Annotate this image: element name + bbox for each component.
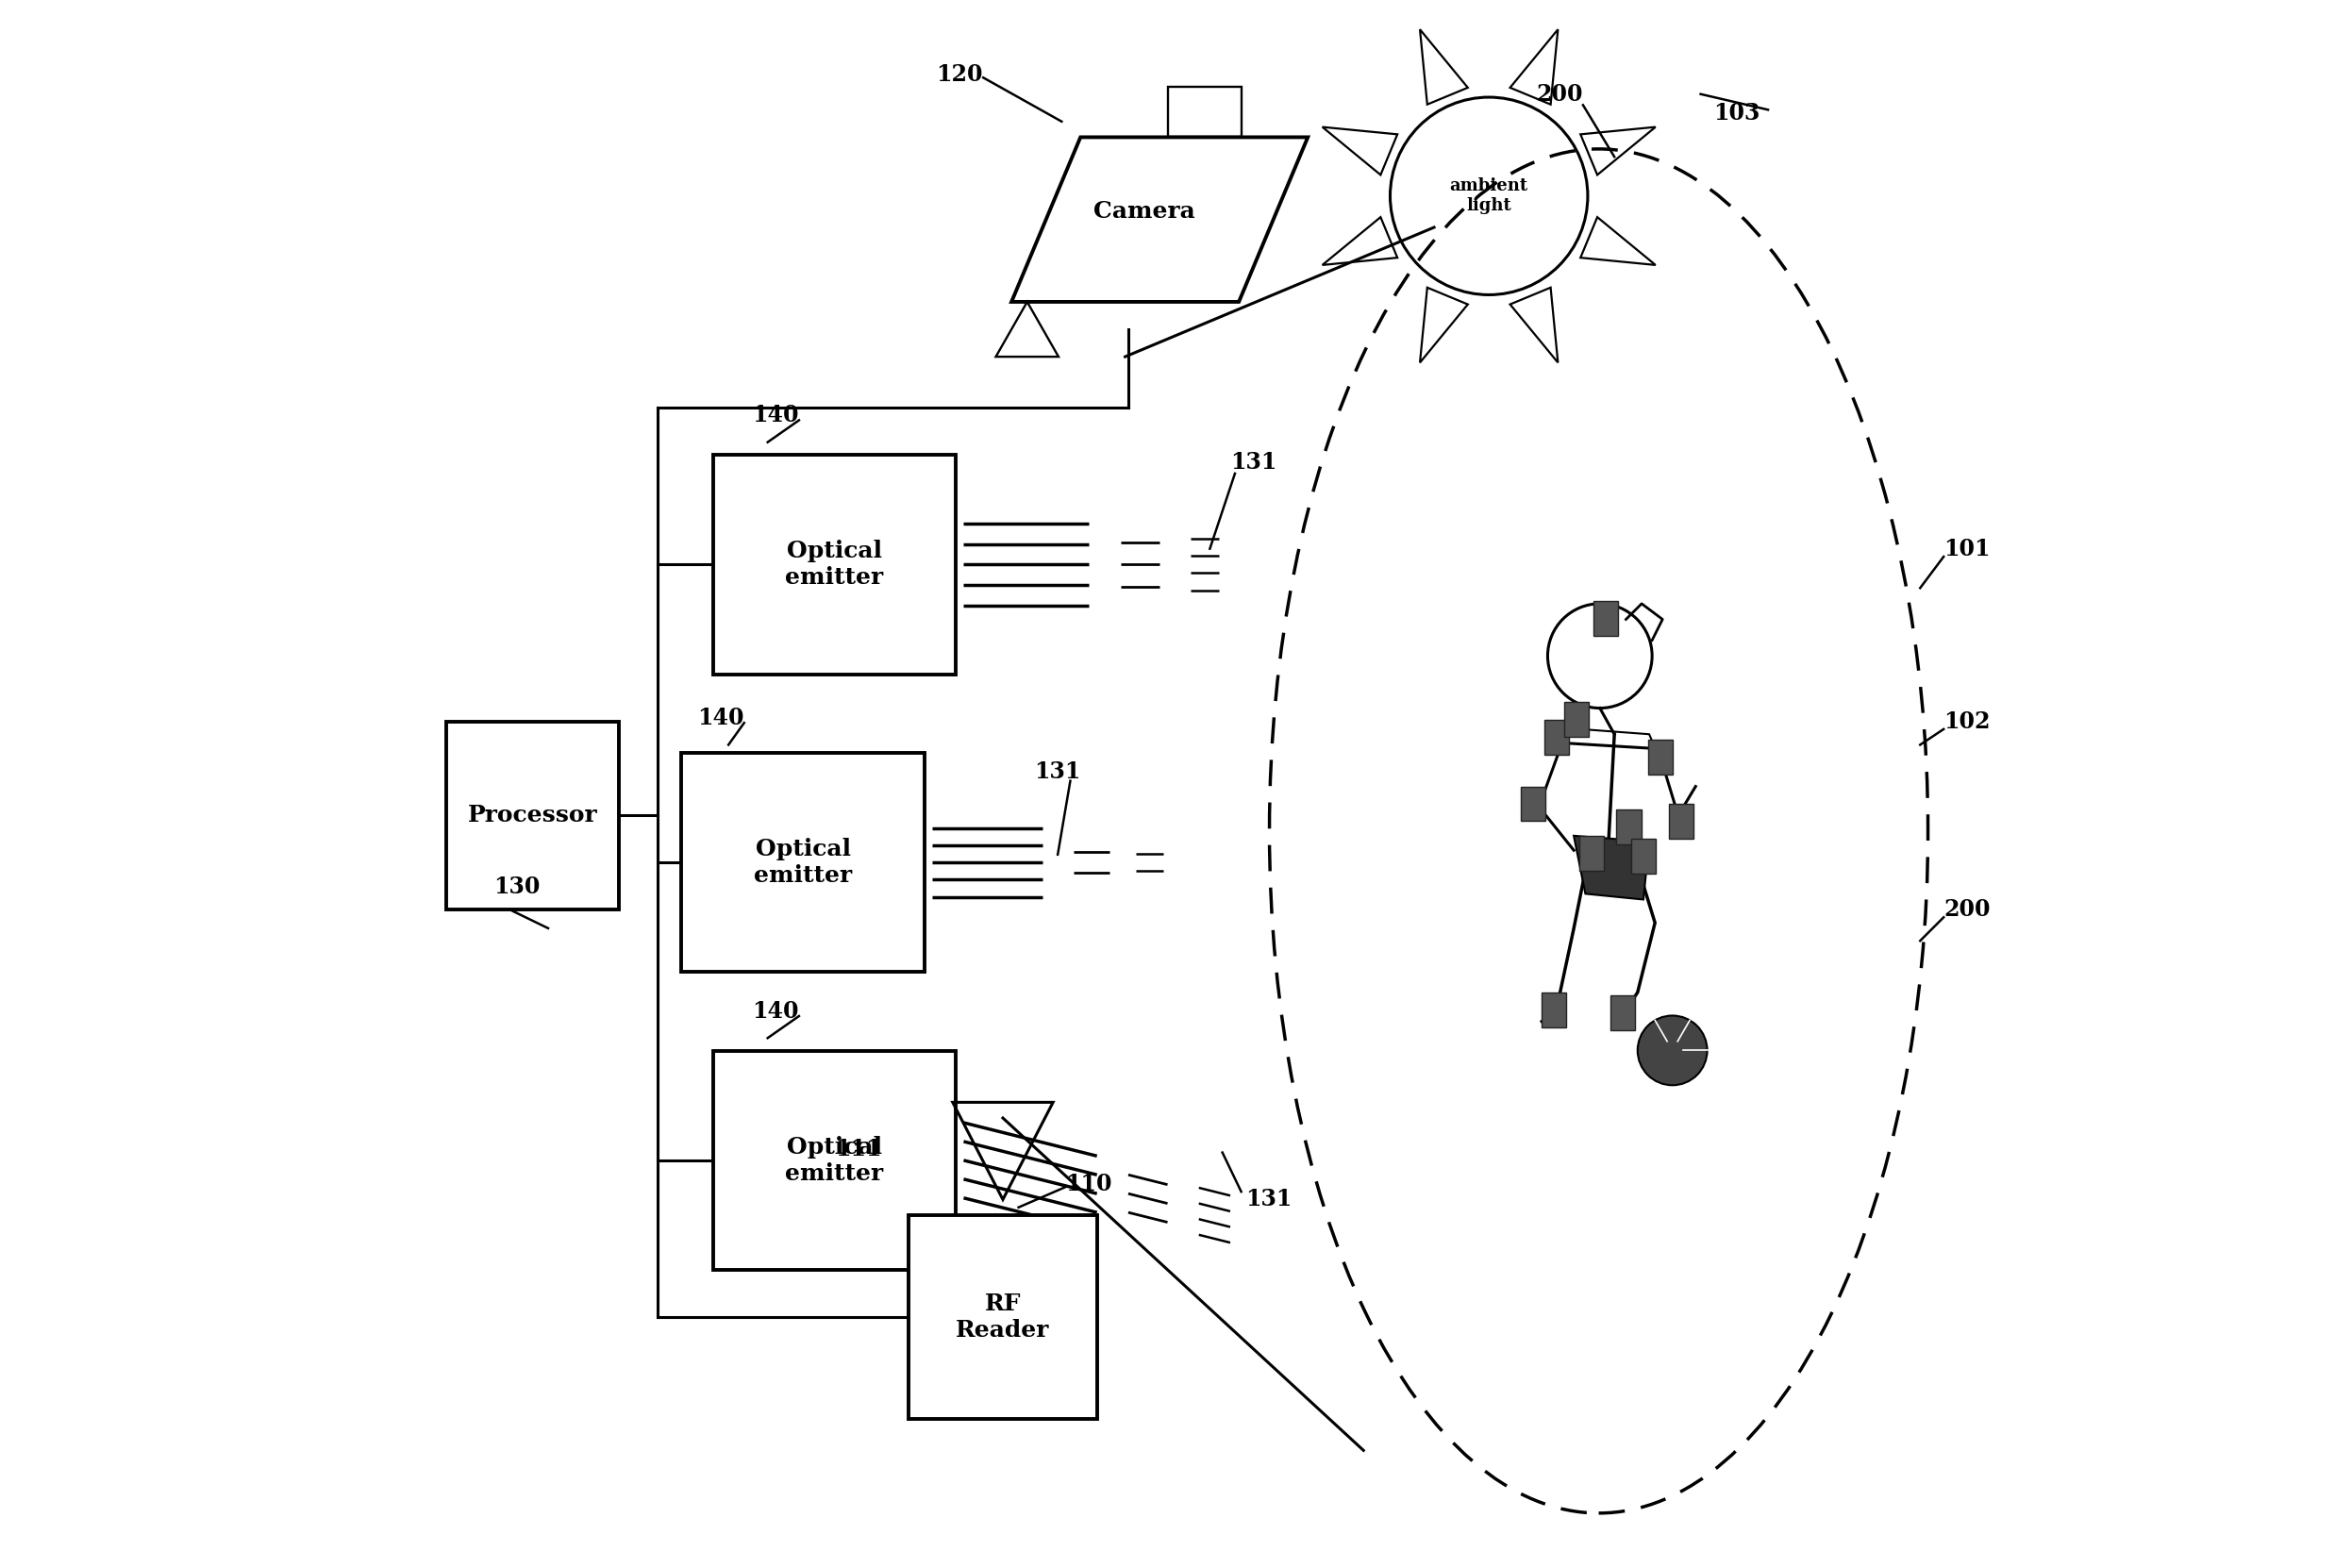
Text: 111: 111 bbox=[836, 1138, 883, 1160]
Text: ambient
light: ambient light bbox=[1450, 177, 1527, 215]
Bar bbox=[1616, 809, 1642, 845]
Text: 131: 131 bbox=[1034, 760, 1081, 782]
Bar bbox=[1649, 740, 1674, 775]
Text: 140: 140 bbox=[698, 707, 745, 729]
Bar bbox=[1543, 720, 1569, 754]
Bar bbox=[1611, 996, 1634, 1030]
FancyBboxPatch shape bbox=[712, 1051, 955, 1270]
Bar bbox=[1592, 601, 1618, 635]
Text: 110: 110 bbox=[1065, 1173, 1111, 1195]
Text: 140: 140 bbox=[752, 1000, 799, 1022]
Text: Optical
emitter: Optical emitter bbox=[754, 837, 852, 887]
Text: 200: 200 bbox=[1536, 83, 1583, 105]
Text: 200: 200 bbox=[1943, 898, 1989, 920]
Text: Processor: Processor bbox=[467, 804, 598, 826]
Text: 130: 130 bbox=[493, 877, 539, 898]
Bar bbox=[1670, 804, 1693, 839]
Text: 140: 140 bbox=[752, 405, 799, 426]
Bar bbox=[1564, 702, 1590, 737]
Polygon shape bbox=[1574, 836, 1649, 900]
Text: 120: 120 bbox=[936, 63, 983, 86]
Bar bbox=[1632, 839, 1656, 873]
FancyBboxPatch shape bbox=[682, 753, 925, 972]
Text: 131: 131 bbox=[1231, 452, 1277, 474]
Bar bbox=[1520, 787, 1546, 822]
FancyBboxPatch shape bbox=[446, 721, 619, 909]
FancyBboxPatch shape bbox=[712, 455, 955, 674]
Text: 103: 103 bbox=[1714, 102, 1761, 124]
Text: 101: 101 bbox=[1943, 538, 1989, 560]
Bar bbox=[1541, 993, 1567, 1027]
Bar bbox=[1578, 836, 1604, 870]
Circle shape bbox=[1637, 1016, 1707, 1085]
Text: Camera: Camera bbox=[1093, 201, 1196, 223]
Text: RF
Reader: RF Reader bbox=[955, 1292, 1051, 1342]
FancyBboxPatch shape bbox=[908, 1215, 1097, 1419]
Text: Optical
emitter: Optical emitter bbox=[785, 539, 883, 590]
Text: Optical
emitter: Optical emitter bbox=[785, 1135, 883, 1185]
Text: 131: 131 bbox=[1247, 1189, 1294, 1210]
Text: 102: 102 bbox=[1943, 710, 1989, 732]
